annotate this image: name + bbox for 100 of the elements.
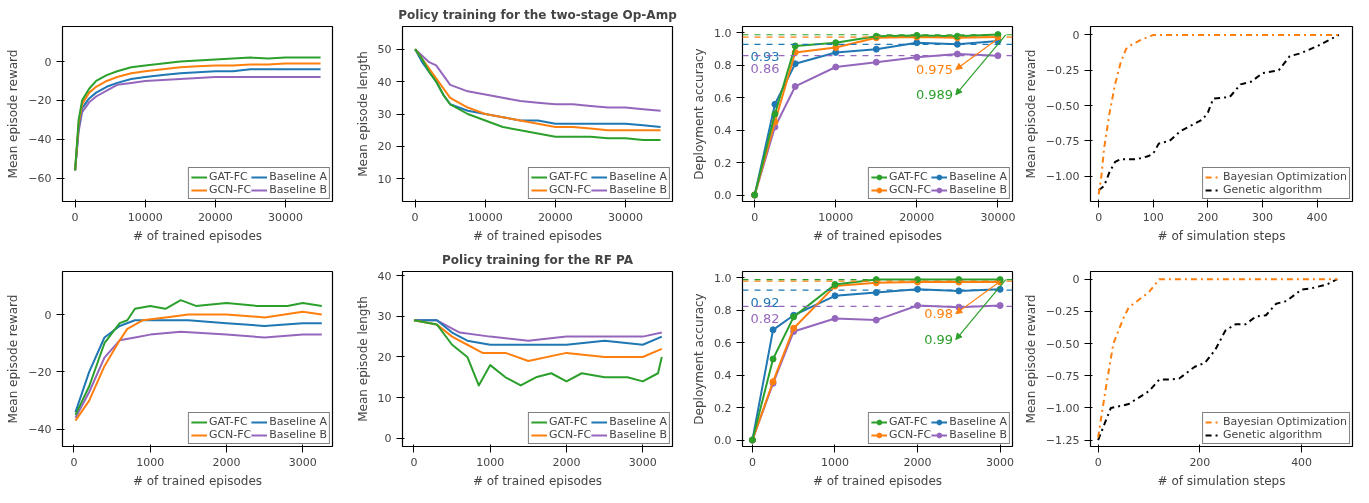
x-tick-label: 1000 (136, 455, 165, 469)
ref-line-label: 0.82 (750, 311, 780, 327)
x-axis-title: # of trained episodes (472, 228, 603, 243)
y-tick-label: 50 (377, 43, 392, 57)
x-tick-label: 400 (1291, 455, 1313, 469)
x-tick-label: 0 (751, 210, 759, 224)
x-tick-label: 200 (1189, 455, 1211, 469)
legend-label: GCN-FC (888, 183, 932, 196)
y-tick-label: 10 (377, 172, 392, 186)
legend-label: Baseline B (609, 428, 667, 441)
x-tick-label: 3000 (986, 455, 1015, 469)
x-axis-title: # of trained episodes (812, 473, 943, 488)
x-axis-title: # of trained episodes (132, 473, 263, 488)
y-tick-label: 40 (377, 269, 392, 283)
legend-label: GAT-FC (548, 170, 588, 183)
ref-line-label: 0.975 (915, 61, 954, 77)
y-tick-label: 0.2 (714, 401, 732, 415)
x-tick-label: 30000 (268, 210, 304, 224)
y-tick-label: 0.2 (714, 156, 732, 170)
ref-line-label: 0.92 (750, 295, 780, 311)
y-axis-title: Mean episode reward (1023, 294, 1038, 424)
x-axis-title: # of simulation steps (1157, 473, 1286, 488)
x-tick-label: 30000 (980, 210, 1016, 224)
legend-label: GAT-FC (208, 170, 248, 183)
x-tick-label: 3000 (628, 455, 657, 469)
legend-label: GCN-FC (548, 183, 592, 196)
legend-label: Bayesian Optimization (1223, 415, 1347, 428)
x-tick-label: 2000 (903, 455, 932, 469)
x-tick-label: 300 (1251, 210, 1273, 224)
x-tick-label: 20000 (537, 210, 573, 224)
y-tick-label: 0 (1072, 28, 1080, 42)
y-tick-label: 1.0 (714, 26, 732, 40)
y-tick-label: 40 (377, 75, 392, 89)
ref-line-label: 0.99 (924, 332, 954, 348)
x-tick-label: 100 (1142, 210, 1164, 224)
y-axis-title: Deployment accuracy (692, 293, 707, 425)
legend-label: Baseline A (949, 170, 1007, 183)
x-tick-label: 1000 (476, 455, 505, 469)
legend-label: Baseline A (269, 415, 327, 428)
x-tick-label: 10000 (127, 210, 163, 224)
x-tick-label: 10000 (818, 210, 854, 224)
y-tick-label: −0.75 (1045, 369, 1080, 383)
x-axis-title: # of simulation steps (1157, 228, 1286, 243)
y-tick-label: −1.25 (1045, 434, 1080, 448)
x-tick-label: 0 (1095, 210, 1103, 224)
legend-label: Baseline B (949, 183, 1007, 196)
y-axis-title: Mean episode length (355, 296, 370, 422)
x-tick-label: 0 (410, 455, 418, 469)
y-tick-label: −0.50 (1045, 337, 1080, 351)
x-tick-label: 2000 (212, 455, 241, 469)
y-tick-label: 0 (384, 432, 392, 446)
y-tick-label: −0.25 (1045, 305, 1080, 319)
ref-line-label: 0.989 (915, 87, 954, 103)
x-tick-label: 200 (1197, 210, 1219, 224)
y-axis-title: Mean episode reward (1023, 49, 1038, 179)
y-tick-label: −40 (28, 133, 52, 147)
y-tick-label: 1.0 (714, 271, 732, 285)
y-tick-label: 30 (377, 108, 392, 121)
x-tick-label: 30000 (608, 210, 644, 224)
legend-label: GAT-FC (208, 415, 248, 428)
chart-title: Policy training for the RF PA (442, 252, 634, 267)
legend-label: GCN-FC (548, 428, 592, 441)
legend-label: GAT-FC (548, 415, 588, 428)
y-tick-label: −0.25 (1045, 64, 1080, 78)
legend-label: GCN-FC (888, 428, 932, 441)
x-axis-title: # of trained episodes (472, 473, 603, 488)
x-tick-label: 1000 (820, 455, 849, 469)
x-tick-label: 0 (411, 210, 419, 224)
x-tick-label: 20000 (899, 210, 935, 224)
legend-label: GCN-FC (208, 183, 252, 196)
x-tick-label: 20000 (197, 210, 233, 224)
legend-label: GAT-FC (888, 415, 928, 428)
x-tick-label: 0 (71, 210, 79, 224)
x-tick-label: 10000 (467, 210, 503, 224)
y-tick-label: 0.0 (714, 189, 732, 203)
x-tick-label: 3000 (288, 455, 317, 469)
legend-label: Baseline B (269, 428, 327, 441)
x-tick-label: 2000 (552, 455, 581, 469)
y-tick-label: 30 (377, 310, 392, 324)
x-tick-label: 0 (748, 455, 756, 469)
y-tick-label: 10 (377, 391, 392, 405)
y-tick-label: 0.6 (714, 91, 732, 105)
x-tick-label: 0 (1094, 455, 1102, 469)
legend-label: Bayesian Optimization (1223, 170, 1347, 183)
y-tick-label: 0 (1072, 273, 1080, 287)
y-tick-label: −60 (28, 172, 52, 186)
legend-label: Baseline A (949, 415, 1007, 428)
legend-label: Genetic algorithm (1223, 183, 1323, 196)
y-tick-label: 20 (377, 350, 392, 364)
x-axis-title: # of trained episodes (812, 228, 943, 243)
legend-label: Baseline B (609, 183, 667, 196)
legend-label: Baseline B (269, 183, 327, 196)
legend-label: Baseline A (609, 170, 667, 183)
x-axis-title: # of trained episodes (132, 228, 263, 243)
y-tick-label: 0 (44, 55, 52, 69)
y-tick-label: 0 (44, 308, 52, 322)
x-tick-label: 400 (1306, 210, 1328, 224)
legend-label: GCN-FC (208, 428, 252, 441)
y-tick-label: 0.4 (714, 124, 732, 138)
legend-label: Genetic algorithm (1223, 428, 1323, 441)
